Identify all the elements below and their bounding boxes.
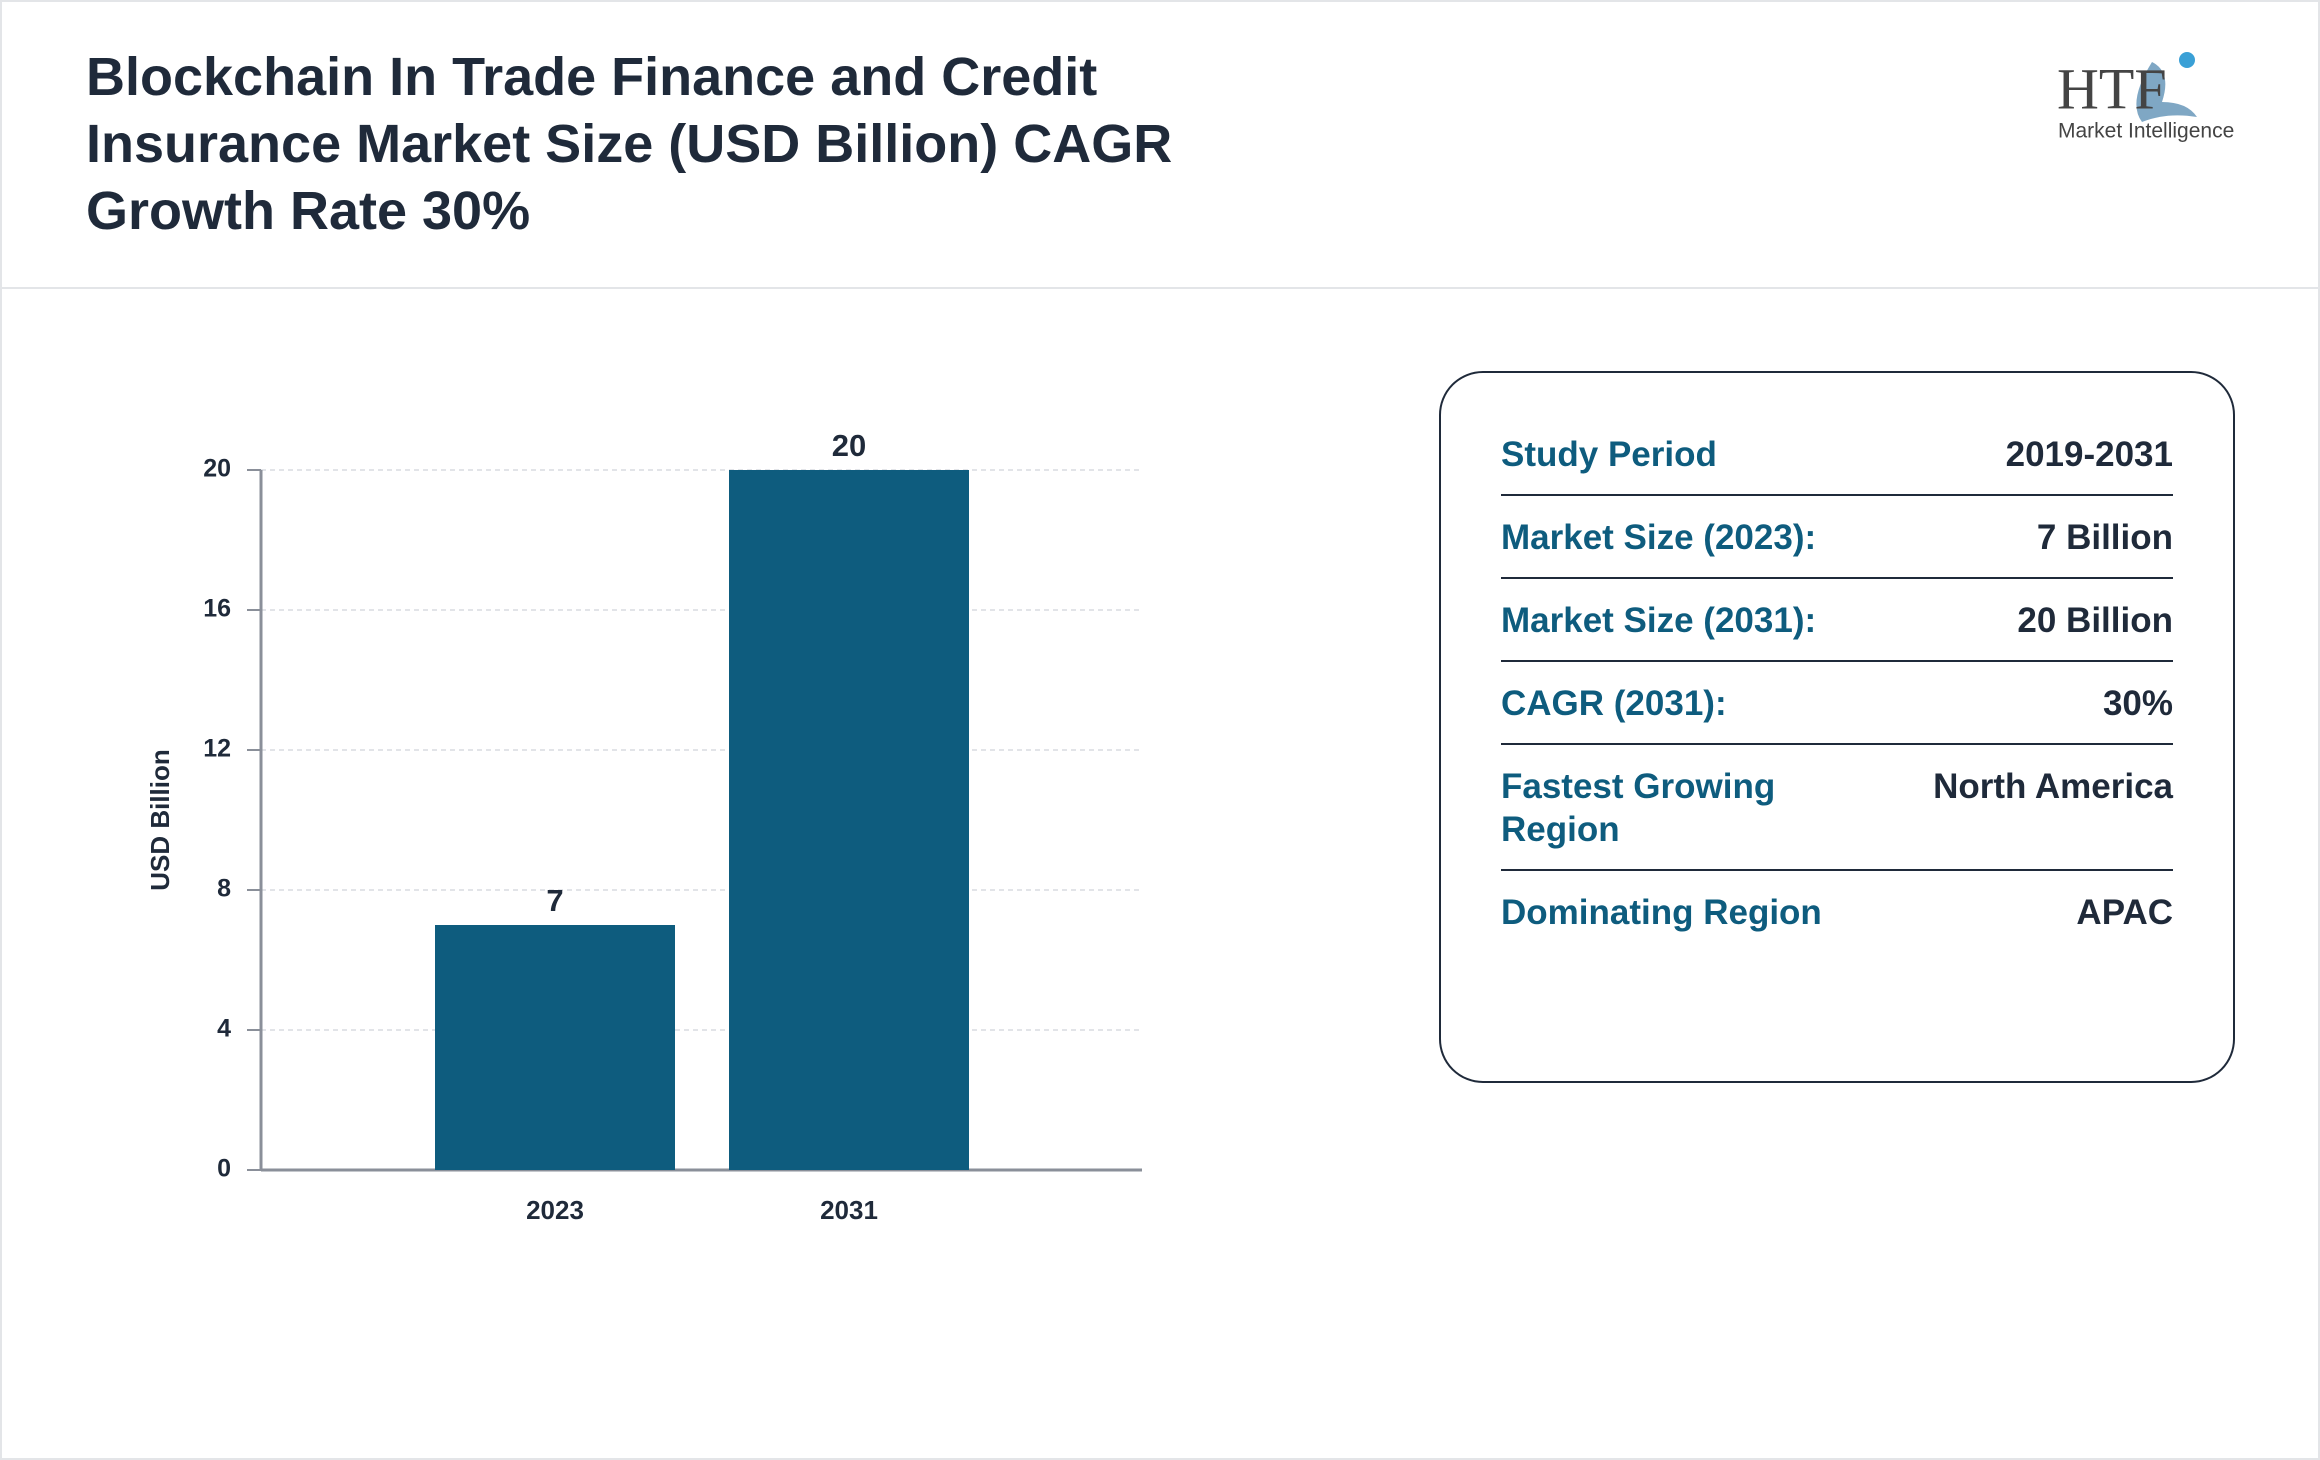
summary-row: Study Period 2019-2031 <box>1501 413 2173 496</box>
logo-subtitle: Market Intelligence <box>2058 120 2234 143</box>
summary-label: Fastest Growing Region <box>1501 767 1776 849</box>
summary-row: Market Size (2031): 20 Billion <box>1501 579 2173 662</box>
summary-label: Market Size (2023): <box>1501 518 1817 557</box>
y-tick-label: 16 <box>203 595 231 623</box>
summary-value: 7 Billion <box>2036 518 2173 557</box>
logo: HTF Market Intelligence <box>2057 52 2234 143</box>
summary-row: CAGR (2031): 30% <box>1501 662 2173 745</box>
summary-value: APAC <box>2076 893 2173 932</box>
summary-row: Fastest Growing Region North America <box>1501 745 2173 871</box>
x-tick-label: 2031 <box>820 1195 878 1225</box>
value-label: 7 <box>546 883 563 918</box>
value-label: 20 <box>832 428 866 463</box>
x-tick-label: 2023 <box>526 1195 584 1225</box>
y-tick-label: 4 <box>217 1015 231 1043</box>
page-title: Blockchain In Trade Finance and Credit I… <box>86 47 1173 241</box>
y-tick-label: 0 <box>217 1155 231 1183</box>
summary-label: Study Period <box>1501 435 1717 474</box>
summary-value: 30% <box>2102 684 2173 723</box>
y-tick-label: 8 <box>217 875 231 903</box>
bar <box>435 925 675 1170</box>
summary-value: North America <box>1933 767 2173 806</box>
summary-value: 2019-2031 <box>2005 435 2173 474</box>
logo-text: HTF <box>2057 56 2167 121</box>
summary-value: 20 Billion <box>2017 601 2173 640</box>
bar <box>729 470 969 1170</box>
summary-row: Market Size (2023): 7 Billion <box>1501 496 2173 579</box>
summary-label: Market Size (2031): <box>1501 601 1817 640</box>
y-tick-label: 20 <box>203 455 231 483</box>
summary-row: Dominating Region APAC <box>1501 871 2173 952</box>
summary-label: Dominating Region <box>1501 893 1822 932</box>
y-tick-label: 12 <box>203 735 231 763</box>
summary-label: CAGR (2031): <box>1501 684 1727 723</box>
y-axis-label: USD Billion <box>145 749 175 891</box>
summary-card: Study Period 2019-2031 Market Size (2023):… <box>1439 371 2235 1083</box>
